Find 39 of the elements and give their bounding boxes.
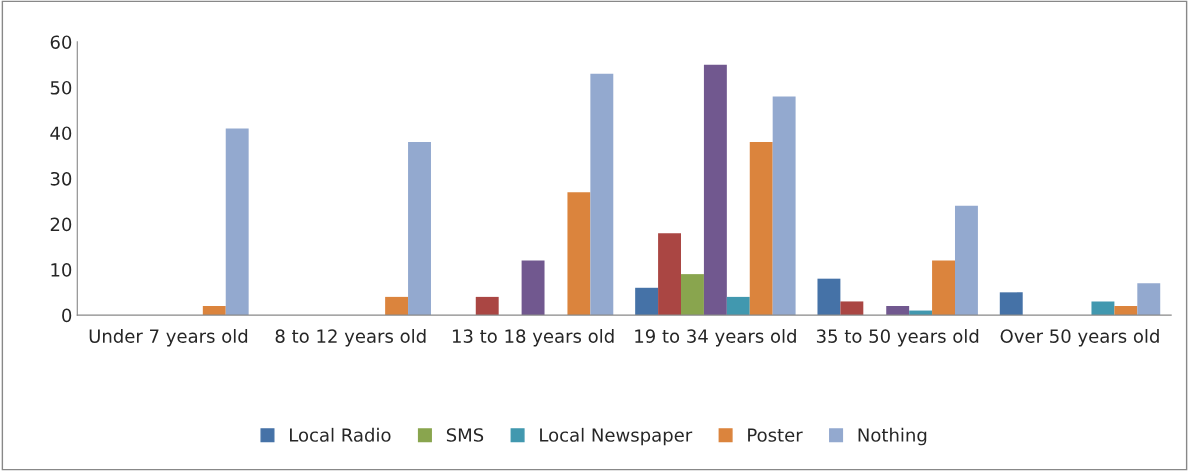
x-tick-label: Over 50 years old (1000, 328, 1159, 347)
bar (1137, 283, 1161, 316)
y-tick-label: 30 (50, 171, 72, 186)
legend-label: Local Radio (290, 427, 391, 442)
y-tick-label: 40 (50, 126, 72, 141)
bar (635, 287, 659, 316)
bar (590, 73, 614, 316)
x-tick-label: 8 to 12 years old (275, 328, 426, 347)
x-tick-label: Under 7 years old (89, 328, 248, 347)
legend-label: Local Newspaper (540, 427, 693, 446)
legend-label: Poster (748, 428, 803, 442)
bar (225, 128, 249, 316)
y-tick-label: 0 (62, 308, 72, 323)
legend-label: SMS (446, 428, 484, 442)
bar (999, 292, 1023, 316)
bar (567, 192, 591, 316)
legend-label: Nothing (858, 427, 927, 446)
bar (408, 142, 431, 316)
bar (954, 205, 978, 316)
bar (1091, 301, 1115, 316)
y-tick-label: 10 (51, 263, 72, 277)
bar (521, 260, 545, 316)
bar (772, 96, 796, 316)
bar (475, 296, 499, 316)
bar (749, 142, 773, 316)
y-tick-label: 50 (50, 80, 72, 95)
bar (703, 64, 727, 316)
bar (840, 301, 864, 316)
bar (681, 274, 704, 316)
bar (658, 233, 681, 316)
x-tick-label: 13 to 18 years old (452, 328, 614, 347)
bar (817, 278, 841, 316)
bar (385, 296, 409, 316)
y-tick-label: 60 (50, 35, 72, 50)
x-tick-label: 35 to 50 years old (816, 328, 979, 347)
x-tick-label: 19 to 34 years old (635, 328, 796, 347)
bar (726, 296, 750, 316)
bar (932, 260, 955, 316)
y-tick-label: 20 (50, 217, 72, 232)
